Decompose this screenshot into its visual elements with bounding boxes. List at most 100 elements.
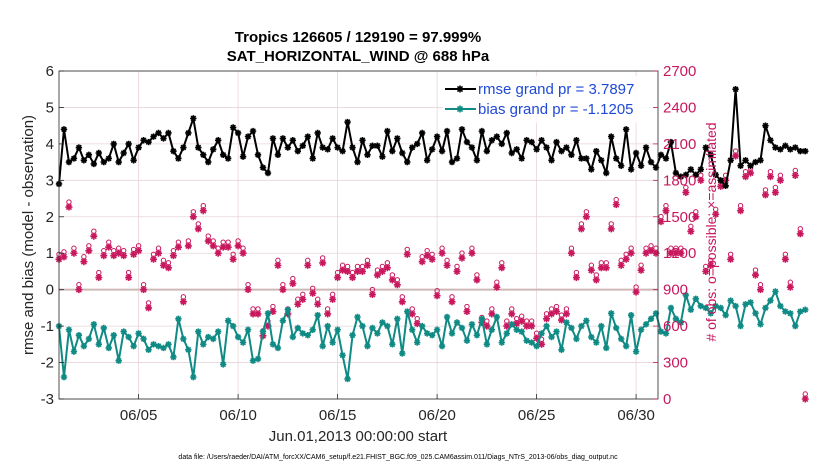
bias-series bbox=[55, 288, 809, 383]
bias-point bbox=[622, 342, 630, 350]
rmse-point bbox=[613, 155, 620, 162]
obs-possible-marker bbox=[777, 172, 784, 179]
obs-marker bbox=[95, 274, 103, 282]
bias-point bbox=[234, 333, 242, 341]
bias-point bbox=[598, 322, 605, 330]
bias-point bbox=[125, 333, 132, 341]
bias-point bbox=[707, 310, 714, 317]
bias-point bbox=[767, 297, 774, 304]
rmse-point bbox=[707, 151, 714, 159]
obs-possible-marker bbox=[424, 247, 430, 254]
obs-marker bbox=[747, 169, 755, 177]
x-tick-label-2: 06/15 bbox=[319, 407, 357, 424]
rmse-point bbox=[359, 137, 366, 144]
obs-marker bbox=[80, 258, 88, 266]
rmse-point bbox=[627, 166, 635, 173]
obs-marker bbox=[378, 267, 386, 275]
rmse-point bbox=[702, 144, 709, 151]
bias-point bbox=[747, 299, 754, 306]
obs-marker bbox=[727, 255, 735, 263]
chart-title: Tropics 126605 / 129190 = 97.999% bbox=[235, 29, 481, 46]
obs-possible-marker bbox=[329, 291, 336, 298]
obs-marker bbox=[204, 237, 212, 245]
obs-marker bbox=[692, 213, 700, 221]
rmse-point bbox=[448, 158, 456, 166]
obs-marker bbox=[572, 274, 580, 282]
obs-marker bbox=[801, 395, 809, 403]
obs-marker bbox=[105, 243, 113, 251]
obs-possible-marker bbox=[205, 233, 211, 239]
bias-point bbox=[503, 330, 510, 337]
obs-possible-marker bbox=[384, 260, 391, 266]
obs-marker bbox=[269, 308, 277, 316]
obs-marker bbox=[657, 218, 665, 226]
bias-point bbox=[483, 341, 491, 348]
obs-possible-marker bbox=[583, 209, 590, 215]
obs-marker bbox=[189, 213, 197, 221]
obs-marker bbox=[617, 261, 625, 269]
rmse-point bbox=[478, 127, 486, 135]
bias-point bbox=[269, 341, 277, 348]
rmse-point bbox=[244, 133, 252, 140]
bias-point bbox=[185, 346, 192, 353]
bias-point bbox=[170, 353, 177, 361]
rmse-point bbox=[488, 137, 496, 144]
bias-point bbox=[309, 326, 316, 333]
bias-point bbox=[682, 291, 690, 299]
y-left-tick-label-9: 6 bbox=[46, 63, 54, 80]
bias-point bbox=[374, 330, 381, 337]
obs-marker bbox=[65, 203, 73, 211]
obs-marker bbox=[244, 286, 252, 294]
rmse-point bbox=[130, 157, 137, 164]
rmse-point bbox=[692, 171, 700, 179]
bias-point bbox=[135, 330, 142, 337]
obs-possible-marker bbox=[772, 184, 779, 191]
x-axis: 06/05 06/10 06/15 06/20 06/25 06/30 bbox=[120, 394, 655, 424]
obs-possible-marker bbox=[737, 203, 744, 209]
rmse-point bbox=[304, 133, 311, 140]
obs-marker bbox=[169, 252, 177, 260]
obs-marker bbox=[463, 308, 471, 316]
rmse-point bbox=[498, 140, 505, 148]
obs-marker bbox=[448, 298, 456, 306]
bias-point bbox=[289, 333, 297, 341]
rmse-point bbox=[344, 118, 351, 126]
obs-possible-marker bbox=[593, 272, 600, 278]
obs-possible-marker bbox=[374, 267, 381, 273]
obs-possible-marker bbox=[578, 221, 585, 227]
obs-possible-marker bbox=[190, 209, 197, 215]
obs-marker bbox=[786, 283, 794, 291]
obs-possible-marker bbox=[404, 246, 410, 253]
rmse-point bbox=[229, 124, 237, 131]
rmse-point bbox=[264, 169, 272, 177]
obs-possible-marker bbox=[394, 277, 401, 283]
rmse-point bbox=[608, 133, 615, 140]
rmse-point bbox=[588, 166, 595, 173]
obs-marker bbox=[647, 247, 655, 255]
obs-marker bbox=[115, 249, 123, 257]
obs-possible-marker bbox=[713, 206, 719, 213]
bias-point bbox=[359, 322, 366, 330]
bias-point bbox=[553, 328, 560, 335]
obs-marker bbox=[140, 286, 148, 294]
bias-point bbox=[797, 308, 804, 315]
x-tick-label-0: 06/05 bbox=[120, 407, 158, 424]
obs-marker bbox=[75, 286, 83, 294]
obs-possible-marker bbox=[792, 167, 799, 174]
y-axis-right: 0 300 600 900 1200 1500 1800 2100 2400 2700 bbox=[653, 63, 696, 408]
rmse-point bbox=[438, 147, 446, 155]
obs-possible-marker bbox=[732, 148, 739, 154]
rmse-point bbox=[190, 115, 197, 122]
bias-point bbox=[60, 373, 68, 381]
obs-possible-marker bbox=[230, 251, 236, 257]
y-left-tick-label-6: 3 bbox=[46, 172, 54, 189]
bias-point bbox=[389, 341, 396, 348]
obs-marker bbox=[587, 266, 595, 274]
obs-possible-marker bbox=[409, 306, 415, 312]
obs-possible-marker bbox=[235, 238, 241, 244]
rmse-point bbox=[239, 153, 247, 160]
y-right-tick-label-9: 2700 bbox=[663, 63, 696, 80]
obs-possible-marker bbox=[324, 306, 331, 312]
chart-subtitle: SAT_HORIZONTAL_WIND @ 688 hPa bbox=[227, 48, 490, 65]
obs-possible-marker bbox=[414, 315, 420, 322]
